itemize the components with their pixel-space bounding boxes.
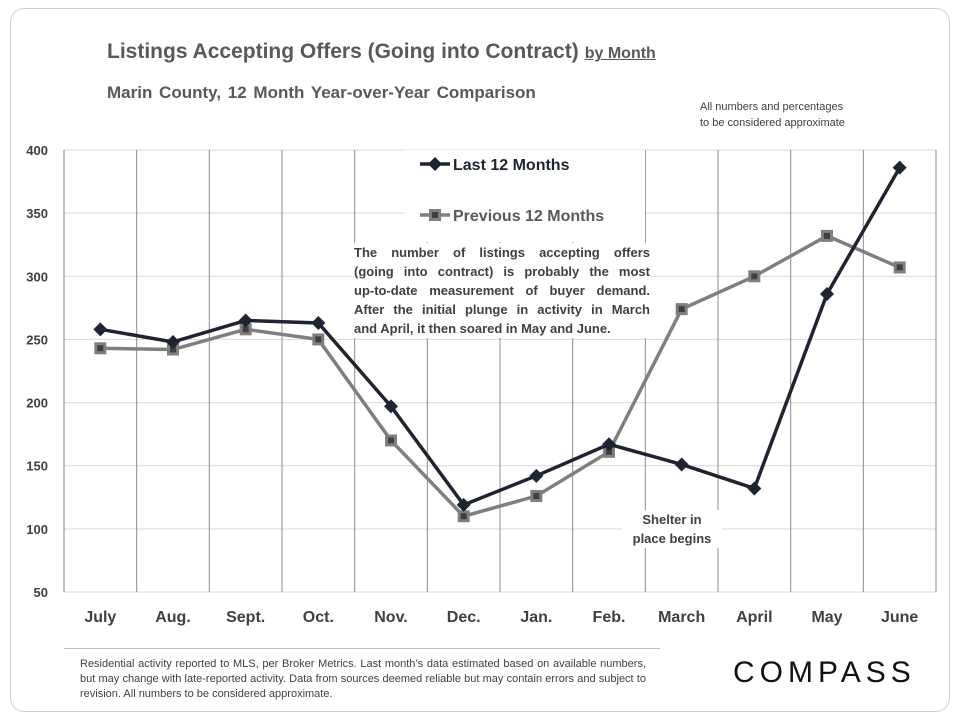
title-main: Listings Accepting Offers (Going into Co…	[107, 40, 579, 63]
slide-frame	[10, 8, 950, 712]
data-point-previous-inner	[388, 437, 394, 444]
data-point-previous-inner	[678, 306, 685, 313]
title-suffix: by Month	[584, 45, 656, 62]
data-point-last	[166, 334, 180, 349]
y-tick-label: 50	[34, 585, 48, 600]
x-tick-label: Oct.	[303, 609, 334, 626]
data-point-previous-inner	[242, 326, 249, 333]
data-point-previous-inner	[606, 448, 612, 455]
x-tick-label: Sept.	[226, 609, 265, 626]
x-tick-label: July	[84, 609, 116, 626]
x-tick-label: Nov.	[374, 609, 407, 626]
note-line: to be considered approximate	[700, 117, 845, 129]
chart-annotation: The number of listings accepting offers …	[354, 243, 650, 338]
shelter-annotation: Shelter in place begins	[622, 510, 722, 548]
x-tick-label: March	[658, 609, 705, 626]
annotation-line: The number of listings accepting offers	[354, 245, 650, 260]
footer-divider	[64, 648, 660, 649]
approximate-note: All numbers and percentages to be conside…	[700, 99, 940, 131]
x-tick-label: Feb.	[593, 609, 626, 626]
annotation-line: (going into contract) is probably the mo…	[354, 264, 650, 279]
data-point-previous-inner	[460, 513, 467, 520]
data-point-last	[602, 437, 616, 452]
y-tick-label: 100	[26, 522, 48, 537]
x-tick-label: April	[736, 609, 772, 626]
data-point-previous-inner	[896, 264, 903, 271]
data-point-last	[674, 457, 689, 472]
data-point-last	[311, 316, 326, 331]
note-line: All numbers and percentages	[700, 101, 844, 113]
chart-title: Listings Accepting Offers (Going into Co…	[107, 40, 656, 64]
annotation-line: and April, it then soared in May and Jun…	[354, 321, 611, 336]
annotation-line: up-to-date measurement of buyer demand.	[354, 283, 650, 298]
y-tick-label: 250	[26, 332, 48, 347]
data-point-last	[384, 399, 398, 414]
y-tick-label: 150	[26, 459, 48, 474]
x-tick-label: Jan.	[520, 609, 552, 626]
legend-marker-diamond-icon	[428, 157, 442, 171]
y-tick-label: 300	[26, 269, 48, 284]
legend-label-last: Last 12 Months	[453, 157, 570, 174]
data-point-previous-inner	[751, 273, 758, 280]
data-point-previous-inner	[170, 346, 176, 353]
footer-disclaimer: Residential activity reported to MLS, pe…	[80, 658, 646, 700]
x-tick-label: May	[811, 609, 842, 626]
x-tick-label: Dec.	[447, 609, 481, 626]
y-tick-label: 400	[26, 143, 48, 158]
legend-label-previous: Previous 12 Months	[453, 208, 604, 225]
data-point-previous-inner	[315, 336, 322, 343]
compass-logo: COMPASS	[733, 656, 916, 689]
data-point-last	[529, 468, 544, 483]
data-point-last	[238, 313, 253, 328]
series-line-last	[100, 166, 902, 507]
y-tick-label: 200	[26, 396, 48, 411]
data-point-previous-inner	[97, 345, 104, 352]
annotation-line: After the initial plunge in activity in …	[354, 302, 650, 317]
data-point-last	[93, 322, 108, 337]
chart-subtitle: Marin County, 12 Month Year-over-Year Co…	[107, 83, 536, 102]
x-tick-label: Aug.	[155, 609, 191, 626]
data-point-last	[820, 286, 834, 301]
shelter-line: Shelter in	[642, 512, 702, 527]
x-tick-label: June	[881, 609, 918, 626]
data-point-previous-inner	[824, 232, 830, 239]
legend-marker-square-inner	[432, 212, 438, 218]
y-tick-label: 350	[26, 206, 48, 221]
series-line-previous	[100, 233, 901, 519]
data-point-last	[747, 481, 762, 496]
data-point-previous-inner	[533, 493, 540, 500]
data-point-last	[892, 160, 907, 175]
shelter-line: place begins	[632, 531, 712, 546]
data-point-last	[456, 497, 471, 512]
